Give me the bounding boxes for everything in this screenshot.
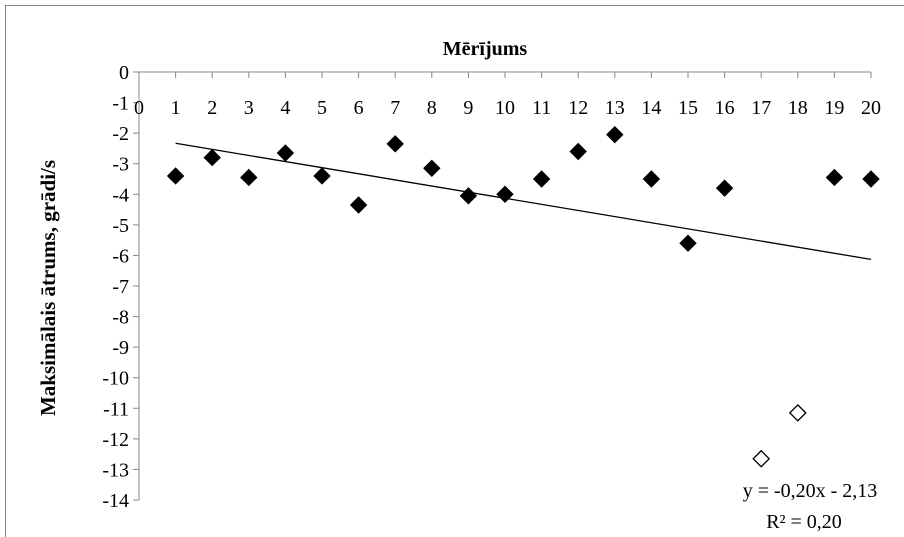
data-point-diamond (862, 170, 880, 188)
x-tick-label: 15 (678, 97, 698, 119)
trendline (175, 142, 872, 261)
data-point-diamond (679, 234, 697, 252)
axes: 0-1-2-3-4-5-6-7-8-9-10-11-12-13-140 1 2 3 4 5… (102, 62, 881, 512)
data-point-diamond (569, 142, 587, 161)
y-tick-label: -1 (112, 93, 129, 115)
x-tick-label: 17 (751, 97, 771, 119)
x-tick-label: 8 (427, 97, 437, 119)
x-tick-label: 10 (495, 97, 515, 119)
data-point-diamond (240, 168, 258, 187)
y-axis-title: Maksimālais ātrums, grādi/s (36, 160, 60, 416)
y-tick-label: -12 (102, 429, 129, 451)
x-tick-label: 1 (171, 97, 181, 119)
data-point-diamond (423, 159, 441, 178)
x-tick-label: 2 (207, 97, 217, 119)
x-tick-label: 4 (280, 97, 290, 119)
data-point-diamond (276, 144, 295, 162)
x-tick-label: 18 (788, 97, 808, 119)
trendline-group (175, 142, 872, 261)
data-point-diamond (349, 196, 368, 214)
y-tick-label: -8 (112, 307, 129, 329)
data-point-diamond (606, 125, 624, 144)
x-axis-title: Mērījums (443, 38, 528, 60)
data-point-hollow-diamond (788, 403, 807, 422)
x-tick-label: 14 (641, 97, 661, 119)
data-point-diamond (496, 185, 514, 203)
x-tick-label: 9 (463, 97, 473, 119)
x-tick-label: 19 (824, 97, 844, 119)
x-tick-label: 12 (568, 97, 588, 119)
y-tick-label: -5 (112, 215, 129, 237)
data-point-diamond (532, 170, 551, 188)
y-tick-label: 0 (119, 62, 129, 84)
data-point-diamond (166, 167, 185, 185)
trendline-equation: y = -0,20x - 2,13 (743, 480, 878, 502)
data-point-diamond (203, 148, 221, 167)
x-tick-label: 16 (715, 97, 735, 119)
y-tick-label: -11 (103, 398, 129, 420)
y-tick-label: -14 (102, 490, 129, 512)
y-tick-label: -7 (112, 276, 129, 298)
chart-frame (5, 5, 904, 537)
x-tick-label: 11 (532, 97, 551, 119)
data-point-diamond (825, 168, 844, 187)
data-point-diamond (642, 170, 661, 188)
trendline-r-squared: R² = 0,20 (766, 511, 842, 533)
x-tick-label: 7 (390, 97, 400, 119)
data-point-diamond (386, 135, 404, 153)
data-point-diamond (715, 179, 734, 197)
data-point-diamond (459, 187, 478, 205)
data-point-diamond (313, 167, 331, 185)
data-points (166, 125, 880, 468)
x-tick-label: 20 (861, 97, 881, 119)
y-tick-label: -9 (112, 337, 129, 359)
y-tick-label: -6 (112, 245, 129, 267)
y-tick-label: -3 (112, 154, 129, 176)
x-tick-label: 3 (244, 97, 254, 119)
data-point-hollow-diamond (752, 449, 771, 468)
x-tick-label: 6 (354, 97, 364, 119)
y-tick-label: -4 (112, 184, 129, 206)
y-tick-label: -13 (102, 459, 129, 481)
x-tick-label: 13 (605, 97, 625, 119)
x-tick-label: 5 (317, 97, 327, 119)
y-tick-label: -10 (102, 368, 129, 390)
x-tick-label: 0 (134, 97, 144, 119)
y-tick-label: -2 (112, 123, 129, 145)
